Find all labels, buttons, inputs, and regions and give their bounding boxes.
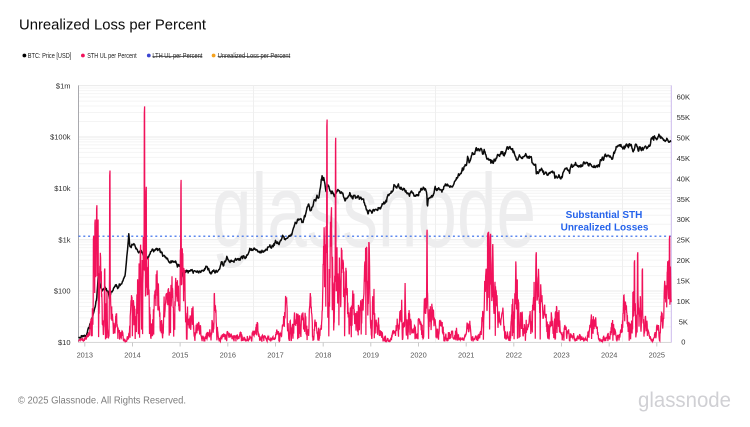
svg-text:2024: 2024: [601, 351, 617, 360]
svg-text:BTC: Price [USD]: BTC: Price [USD]: [28, 53, 72, 60]
svg-text:2016: 2016: [220, 351, 236, 360]
svg-text:2023: 2023: [553, 351, 569, 360]
svg-text:2014: 2014: [124, 351, 140, 360]
svg-text:25K: 25K: [677, 236, 690, 245]
svg-text:$100: $100: [54, 287, 71, 296]
svg-text:STH UL per Percent: STH UL per Percent: [87, 53, 137, 60]
svg-text:30K: 30K: [677, 215, 690, 224]
svg-text:$1k: $1k: [58, 235, 70, 244]
svg-text:$1m: $1m: [56, 81, 71, 90]
svg-text:2019: 2019: [363, 351, 379, 360]
svg-text:2021: 2021: [458, 351, 474, 360]
svg-text:LTH UL per Percent: LTH UL per Percent: [152, 53, 202, 60]
svg-text:40K: 40K: [677, 174, 690, 183]
svg-text:5K: 5K: [679, 317, 688, 326]
svg-text:0: 0: [681, 338, 685, 347]
svg-text:$10k: $10k: [54, 184, 71, 193]
svg-text:Unrealized Losses: Unrealized Losses: [561, 223, 649, 234]
svg-text:20K: 20K: [677, 256, 690, 265]
svg-text:2018: 2018: [315, 351, 331, 360]
svg-text:10K: 10K: [677, 297, 690, 306]
svg-text:Substantial STH: Substantial STH: [566, 210, 643, 221]
svg-text:2015: 2015: [172, 351, 188, 360]
svg-text:2025: 2025: [649, 351, 665, 360]
svg-text:© 2025 Glassnode. All Rights R: © 2025 Glassnode. All Rights Reserved.: [18, 396, 186, 407]
svg-text:15K: 15K: [677, 276, 690, 285]
svg-text:55K: 55K: [677, 113, 690, 122]
svg-text:$100k: $100k: [50, 133, 71, 142]
svg-text:Unrealized Loss per Percent: Unrealized Loss per Percent: [218, 53, 291, 60]
svg-text:60K: 60K: [677, 93, 690, 102]
svg-text:2013: 2013: [77, 351, 93, 360]
svg-text:2022: 2022: [506, 351, 522, 360]
svg-text:glassnode: glassnode: [638, 389, 731, 412]
svg-text:50K: 50K: [677, 134, 690, 143]
svg-text:2017: 2017: [267, 351, 283, 360]
svg-text:35K: 35K: [677, 195, 690, 204]
svg-text:$10: $10: [58, 338, 71, 347]
svg-text:45K: 45K: [677, 154, 690, 163]
svg-text:Unrealized Loss per Percent: Unrealized Loss per Percent: [19, 17, 207, 34]
svg-text:2020: 2020: [410, 351, 426, 360]
